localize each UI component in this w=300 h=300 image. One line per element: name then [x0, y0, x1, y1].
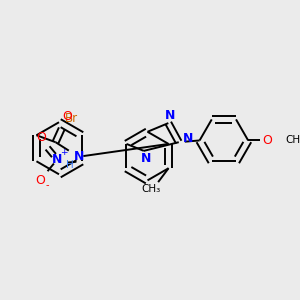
Text: +: +	[60, 148, 67, 157]
Text: O: O	[36, 131, 46, 144]
Text: -: -	[45, 181, 49, 190]
Text: N: N	[165, 109, 175, 122]
Text: N: N	[74, 150, 84, 164]
Text: N: N	[52, 153, 62, 166]
Text: Br: Br	[64, 112, 78, 125]
Text: O: O	[262, 134, 272, 147]
Text: CH₃: CH₃	[142, 184, 161, 194]
Text: N: N	[141, 152, 152, 165]
Text: O: O	[35, 174, 45, 187]
Text: O: O	[62, 110, 72, 123]
Text: H: H	[66, 160, 74, 170]
Text: N: N	[183, 132, 194, 145]
Text: CH₃: CH₃	[285, 136, 300, 146]
